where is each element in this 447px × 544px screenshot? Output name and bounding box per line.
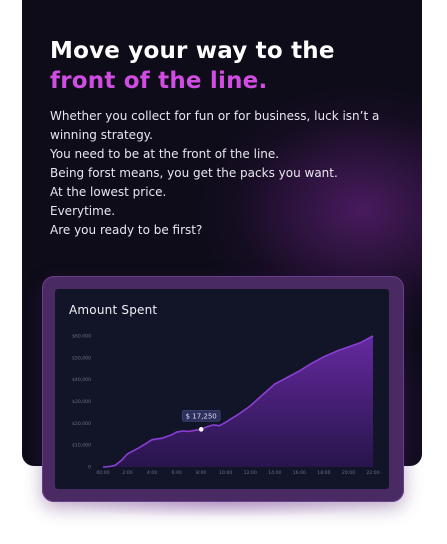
x-tick-label: 00:00 [96, 470, 109, 476]
description-line: Being forst means, you get the packs you… [50, 166, 338, 180]
x-axis-ticks: 00:00 2:00 4:00 6:00 8:00 10:00 12:00 14:00 16:0… [96, 470, 379, 476]
y-tick-label: $40,000 [72, 377, 91, 383]
description-line: Whether you collect for fun or for busin… [50, 109, 380, 123]
tooltip-background [181, 410, 221, 422]
y-axis-ticks: 0 $10,000 $20,000 $30,000 $40,000 $50,000 $60,… [72, 334, 91, 471]
hero-description: Whether you collect for fun or for busin… [50, 107, 402, 240]
description-line: At the lowest price. [50, 185, 167, 199]
series-area [103, 336, 373, 467]
x-tick-label: 22:00 [366, 470, 379, 476]
description-line: winning strategy. [50, 128, 153, 142]
x-tick-label: 8:00 [196, 470, 206, 476]
dashboard-screen: Amount Spent 0 $10,000 $20,000 $30,000 $40,0… [55, 289, 389, 489]
tooltip-label: $ 17,250 [186, 412, 217, 420]
y-tick-label: 0 [88, 465, 91, 471]
x-tick-label: 14:00 [268, 470, 281, 476]
y-tick-label: $20,000 [72, 421, 91, 427]
x-tick-label: 16:00 [293, 470, 306, 476]
headline-line-2-accent: front of the line. [50, 68, 268, 94]
description-line: You need to be at the front of the line. [50, 147, 280, 161]
x-tick-label: 12:00 [244, 470, 257, 476]
x-tick-label: 6:00 [171, 470, 181, 476]
x-tick-label: 4:00 [147, 470, 157, 476]
x-tick-label: 10:00 [219, 470, 232, 476]
chart-title: Amount Spent [69, 303, 158, 317]
y-tick-label: $30,000 [72, 399, 91, 405]
series-line [102, 335, 374, 468]
amount-spent-chart: 0 $10,000 $20,000 $30,000 $40,000 $50,000 $60,… [72, 334, 380, 477]
y-tick-label: $60,000 [72, 334, 91, 340]
highlight-point[interactable] [198, 427, 204, 432]
x-tick-label: 2:00 [122, 470, 132, 476]
value-tooltip: $ 17,250 [181, 410, 221, 422]
hero-headline: Move your way to the front of the line. [50, 36, 335, 96]
x-tick-label: 18:00 [317, 470, 330, 476]
headline-line-1: Move your way to the [50, 38, 335, 64]
x-tick-label: 20:00 [342, 470, 355, 476]
description-line: Everytime. [50, 204, 116, 218]
y-tick-label: $10,000 [72, 443, 91, 449]
y-tick-label: $50,000 [72, 355, 91, 361]
description-line: Are you ready to be first? [50, 223, 203, 237]
